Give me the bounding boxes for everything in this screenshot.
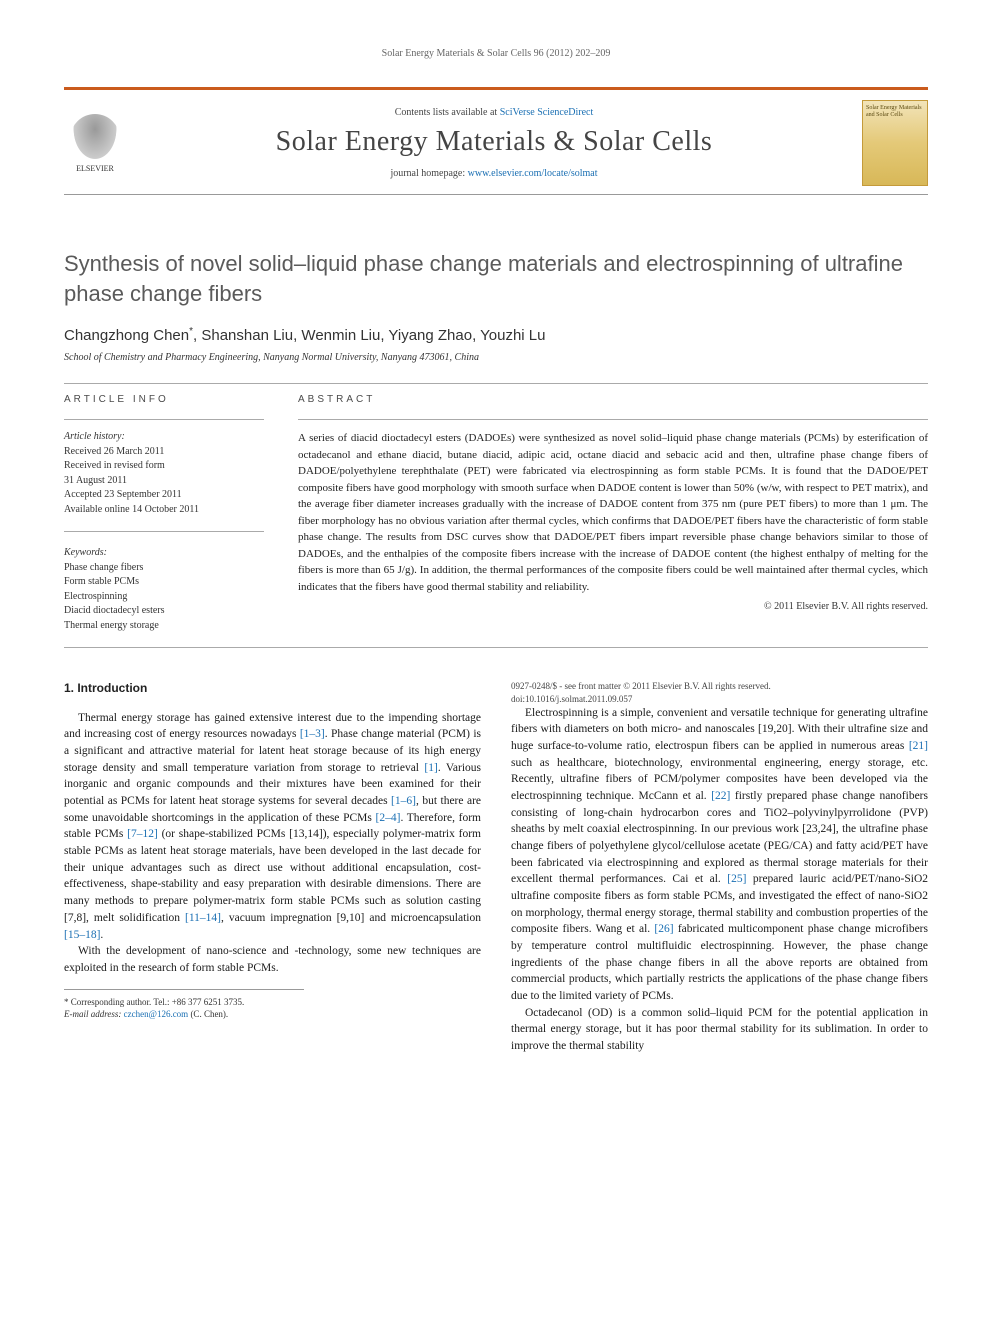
- page-root: Solar Energy Materials & Solar Cells 96 …: [0, 0, 992, 1095]
- body-paragraph: With the development of nano-science and…: [64, 943, 481, 976]
- body-paragraph: Thermal energy storage has gained extens…: [64, 710, 481, 943]
- citation-link[interactable]: [11–14]: [185, 912, 221, 924]
- affiliation: School of Chemistry and Pharmacy Enginee…: [64, 352, 928, 363]
- email-label: E-mail address:: [64, 1009, 121, 1019]
- citation-link[interactable]: [2–4]: [376, 812, 401, 824]
- history-revised-2: 31 August 2011: [64, 474, 264, 489]
- sciencedirect-link[interactable]: SciVerse ScienceDirect: [500, 107, 594, 118]
- citation-link[interactable]: [7–12]: [127, 828, 158, 840]
- history-received: Received 26 March 2011: [64, 445, 264, 460]
- email-link[interactable]: czchen@126.com: [124, 1009, 189, 1019]
- authors-rest: , Shanshan Liu, Wenmin Liu, Yiyang Zhao,…: [193, 327, 545, 344]
- keyword-item: Phase change fibers: [64, 561, 264, 576]
- journal-name: Solar Energy Materials & Solar Cells: [144, 126, 844, 158]
- article-info-label: ARTICLE INFO: [64, 394, 264, 405]
- publisher-label: ELSEVIER: [76, 164, 114, 173]
- contents-lists-line: Contents lists available at SciVerse Sci…: [144, 107, 844, 118]
- journal-homepage-line: journal homepage: www.elsevier.com/locat…: [144, 168, 844, 179]
- meta-row: ARTICLE INFO Article history: Received 2…: [64, 394, 928, 633]
- article-info-column: ARTICLE INFO Article history: Received 2…: [64, 394, 264, 633]
- article-title: Synthesis of novel solid–liquid phase ch…: [64, 249, 928, 308]
- divider-bottom: [64, 647, 928, 648]
- contents-prefix: Contents lists available at: [395, 107, 500, 118]
- body-paragraph: Octadecanol (OD) is a common solid–liqui…: [511, 1005, 928, 1055]
- keywords-heading: Keywords:: [64, 546, 264, 561]
- history-online: Available online 14 October 2011: [64, 503, 264, 518]
- elsevier-tree-icon: [70, 114, 120, 164]
- footnotes-block: * Corresponding author. Tel.: +86 377 62…: [64, 989, 304, 1021]
- corresponding-footnote: * Corresponding author. Tel.: +86 377 62…: [64, 996, 304, 1009]
- body-paragraph: Electrospinning is a simple, convenient …: [511, 705, 928, 1005]
- email-person: (C. Chen).: [190, 1009, 228, 1019]
- history-accepted: Accepted 23 September 2011: [64, 488, 264, 503]
- divider-abstract: [298, 419, 928, 420]
- citation-link[interactable]: [26]: [654, 923, 673, 935]
- keyword-item: Form stable PCMs: [64, 575, 264, 590]
- author-primary: Changzhong Chen: [64, 327, 189, 344]
- homepage-prefix: journal homepage:: [390, 168, 467, 179]
- journal-cover-thumb: Solar Energy Materials and Solar Cells: [862, 100, 928, 186]
- keyword-item: Diacid dioctadecyl esters: [64, 604, 264, 619]
- keyword-item: Electrospinning: [64, 590, 264, 605]
- authors-line: Changzhong Chen*, Shanshan Liu, Wenmin L…: [64, 326, 928, 344]
- abstract-column: ABSTRACT A series of diacid dioctadecyl …: [298, 394, 928, 633]
- divider-info: [64, 419, 264, 420]
- elsevier-logo: ELSEVIER: [64, 108, 126, 178]
- journal-masthead: ELSEVIER Contents lists available at Sci…: [64, 87, 928, 195]
- doi-line: doi:10.1016/j.solmat.2011.09.057: [511, 693, 928, 705]
- body-two-column: 1. Introduction Thermal energy storage h…: [64, 680, 928, 1054]
- keyword-item: Thermal energy storage: [64, 619, 264, 634]
- citation-link[interactable]: [1–3]: [300, 728, 325, 740]
- email-footnote: E-mail address: czchen@126.com (C. Chen)…: [64, 1008, 304, 1021]
- abstract-label: ABSTRACT: [298, 394, 928, 405]
- citation-link[interactable]: [1–6]: [391, 795, 416, 807]
- abstract-text: A series of diacid dioctadecyl esters (D…: [298, 430, 928, 595]
- section-heading-introduction: 1. Introduction: [64, 680, 481, 697]
- journal-homepage-link[interactable]: www.elsevier.com/locate/solmat: [468, 168, 598, 179]
- masthead-center: Contents lists available at SciVerse Sci…: [144, 107, 844, 179]
- citation-link[interactable]: [15–18]: [64, 929, 100, 941]
- doi-block: 0927-0248/$ - see front matter © 2011 El…: [511, 680, 928, 704]
- citation-link[interactable]: [22]: [711, 790, 730, 802]
- divider-top: [64, 383, 928, 384]
- divider-keywords: [64, 531, 264, 532]
- front-matter-line: 0927-0248/$ - see front matter © 2011 El…: [511, 680, 928, 692]
- article-history: Article history: Received 26 March 2011 …: [64, 430, 264, 517]
- citation-link[interactable]: [25]: [727, 873, 746, 885]
- running-head: Solar Energy Materials & Solar Cells 96 …: [64, 48, 928, 59]
- citation-link[interactable]: [21]: [909, 740, 928, 752]
- keywords-block: Keywords: Phase change fibers Form stabl…: [64, 546, 264, 633]
- citation-link[interactable]: [1]: [424, 762, 437, 774]
- history-revised-1: Received in revised form: [64, 459, 264, 474]
- abstract-copyright: © 2011 Elsevier B.V. All rights reserved…: [298, 601, 928, 612]
- history-heading: Article history:: [64, 430, 264, 445]
